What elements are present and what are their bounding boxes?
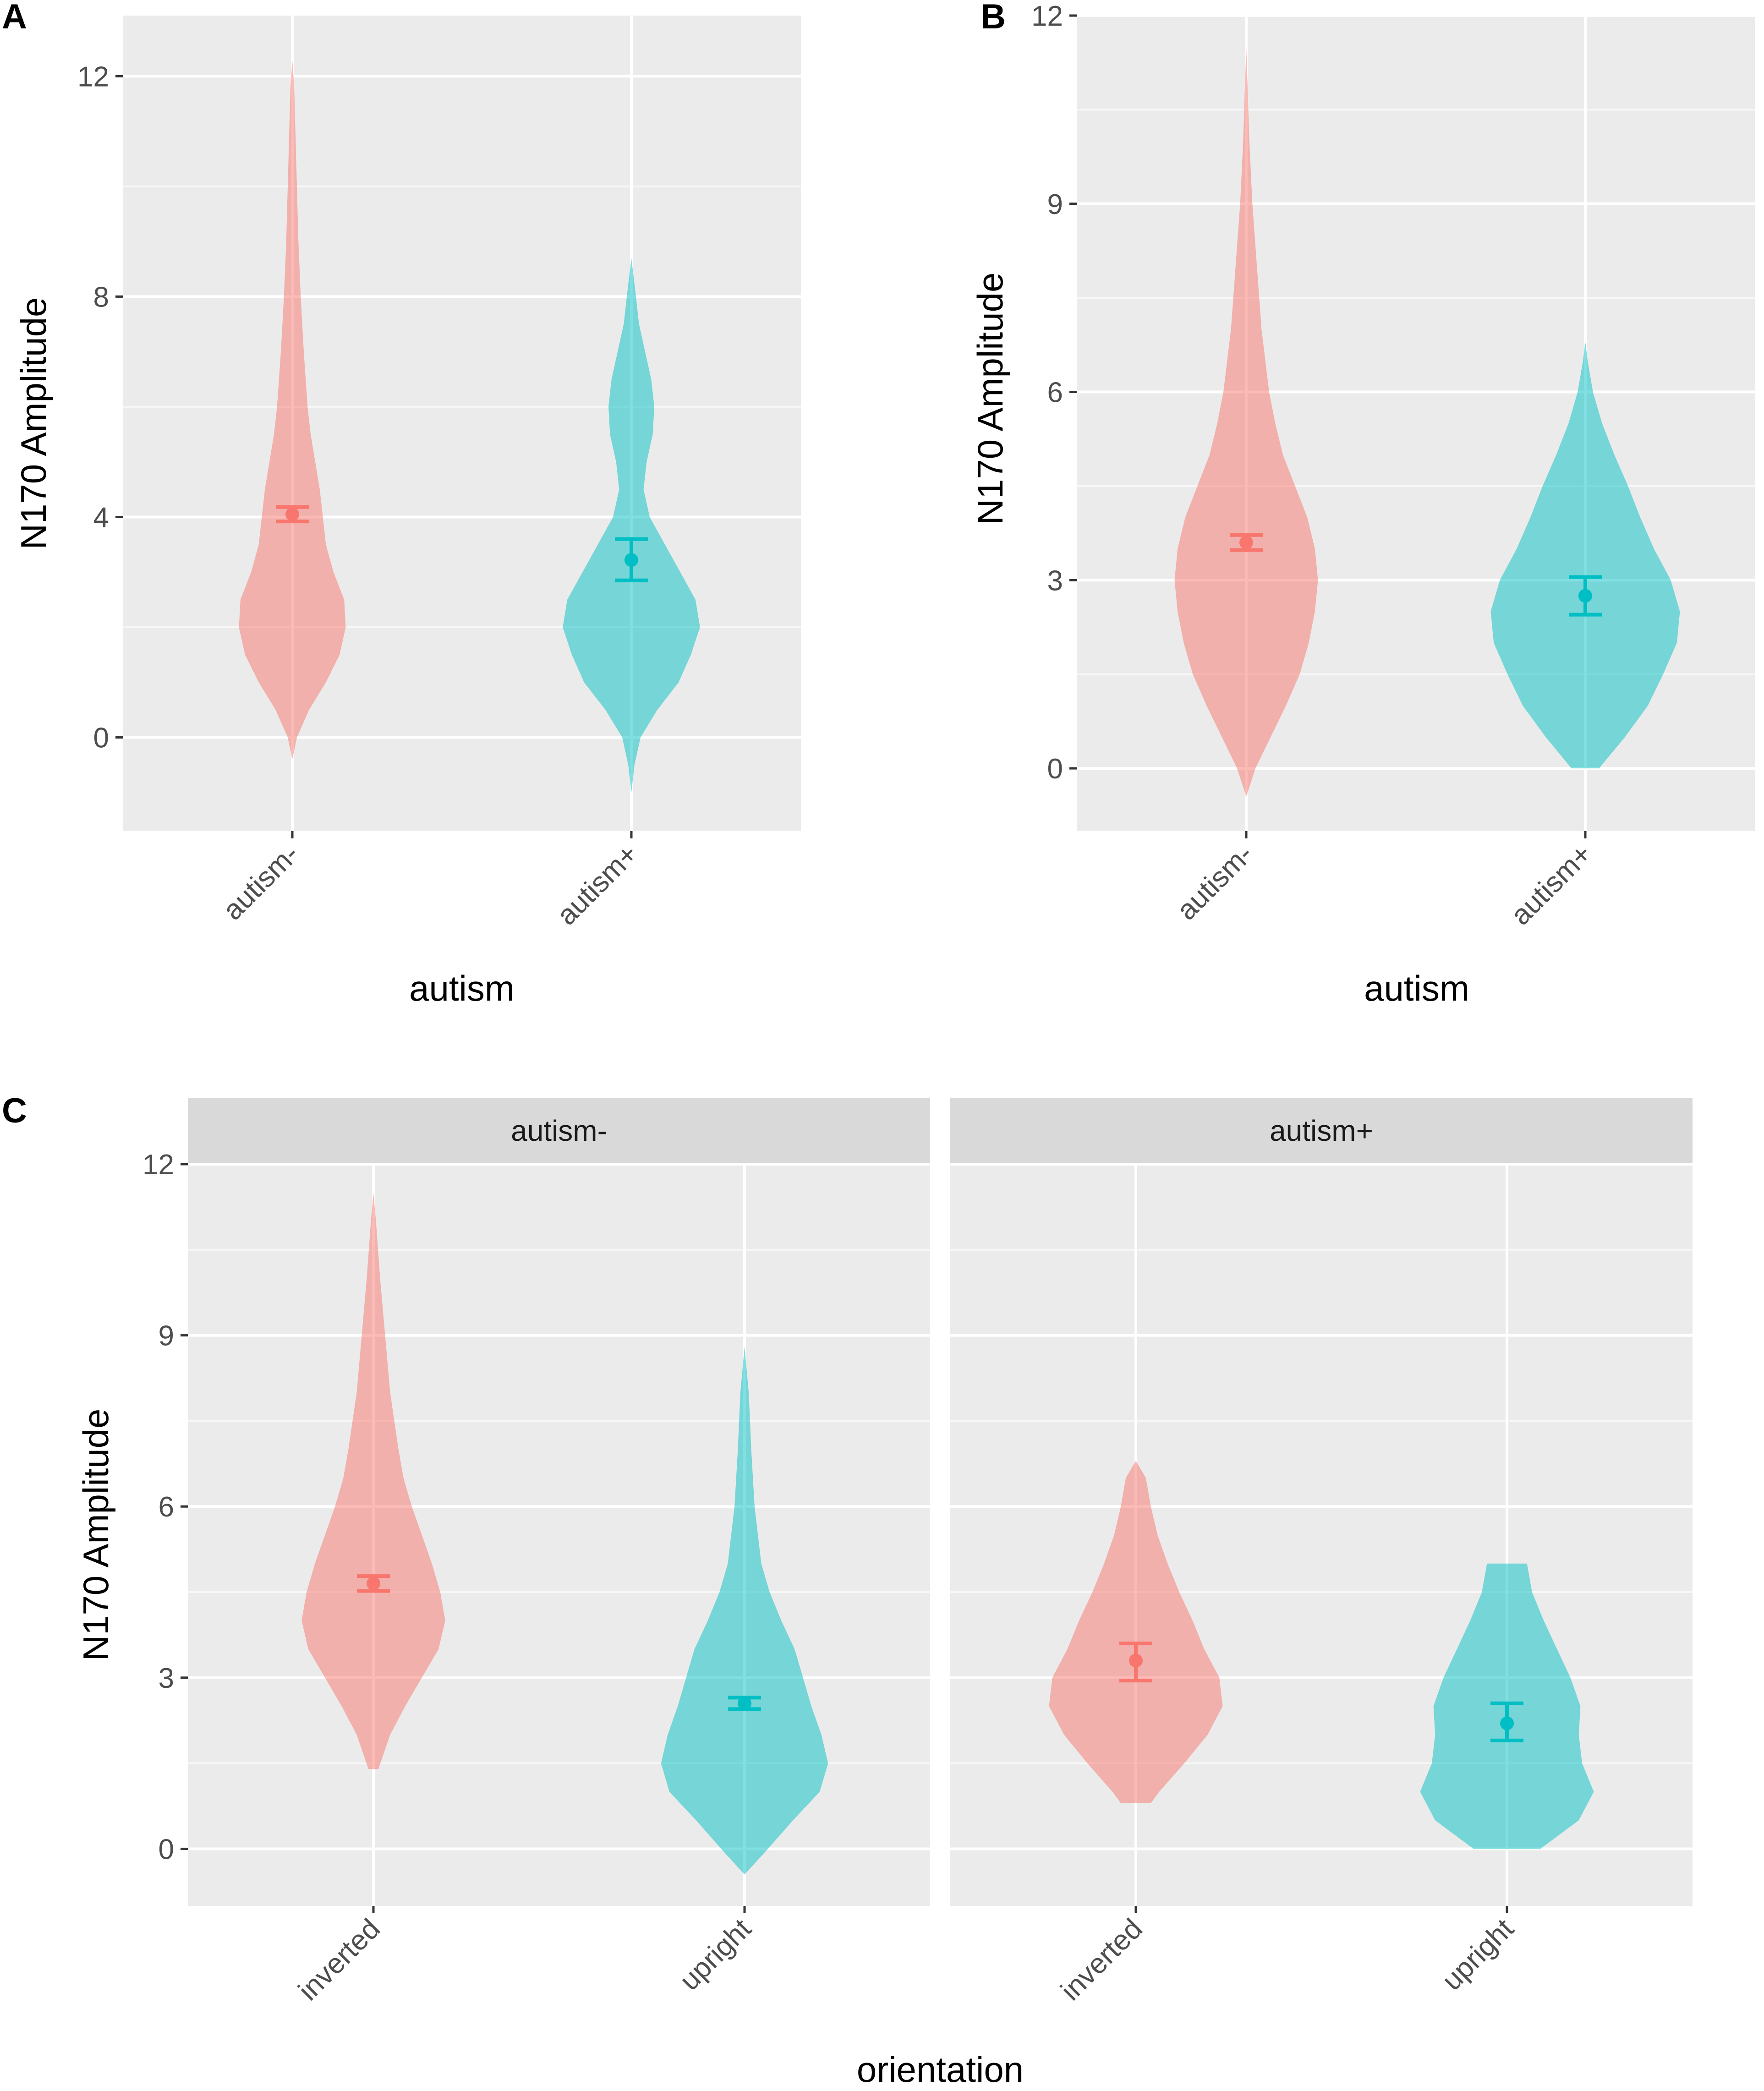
panel-c-x-axis-title: orientation [857, 2049, 1024, 2090]
panel-b-y-ticks: 0 3 6 9 12 [1031, 0, 1077, 785]
y-tick-label: 0 [159, 1834, 174, 1865]
y-tick-label: 6 [159, 1491, 174, 1523]
panel-b-label: B [981, 0, 1006, 36]
panel-c-strip-autism-minus-label: autism- [511, 1114, 607, 1147]
panel-c-strip-autism-plus-label: autism+ [1270, 1114, 1373, 1147]
y-tick-label: 9 [1047, 189, 1063, 220]
panel-b-x-axis-title: autism [1364, 968, 1469, 1008]
panel-a-violins [239, 60, 700, 793]
mean-point-inverted [367, 1576, 380, 1591]
y-tick-label: 9 [159, 1320, 174, 1352]
mean-point-autism-plus [625, 553, 638, 567]
panel-a-y-ticks: 0 4 8 12 [77, 61, 123, 754]
panel-c-facet-2-violins [1049, 1461, 1594, 1849]
panel-c-y-axis-title: N170 Amplitude [76, 1409, 116, 1661]
panel-c-y-ticks: 0 3 6 9 12 [142, 1149, 188, 1865]
y-tick-label: 8 [93, 281, 109, 313]
panel-b-y-axis-title: N170 Amplitude [970, 273, 1010, 525]
y-tick-label: 6 [1047, 377, 1063, 409]
panel-a-y-axis-title: N170 Amplitude [13, 297, 54, 550]
panel-a-plot-area [123, 16, 801, 831]
panel-c: autism- autism+ inverted upright inverted… [76, 1098, 1693, 2090]
y-tick-label: 0 [1047, 753, 1063, 785]
mean-point-upright [738, 1696, 751, 1710]
y-tick-label: 3 [1047, 565, 1063, 597]
violin-upright [661, 1347, 828, 1875]
panel-a-label: A [2, 0, 27, 36]
violin-autism-minus [1174, 47, 1318, 797]
panel-c-strip-autism-plus [950, 1098, 1693, 1164]
mean-point-autism-minus [1239, 536, 1253, 550]
panel-c-strip-autism-minus [188, 1098, 930, 1164]
panel-c-facet-autism-minus-plot-area [188, 1164, 930, 1906]
panel-a-x-axis-title: autism [409, 968, 515, 1008]
y-tick-label: 12 [1031, 0, 1063, 32]
violin-inverted [1049, 1461, 1223, 1803]
panel-c-facet-1-violins [301, 1193, 828, 1875]
violin-autism-plus [1490, 342, 1680, 769]
panel-b-violins [1174, 47, 1680, 797]
panel-c-label: C [2, 1091, 27, 1130]
mean-point-upright [1500, 1716, 1514, 1730]
y-tick-label: 12 [142, 1149, 174, 1181]
mean-point-autism-minus [285, 507, 299, 521]
mean-point-inverted [1129, 1653, 1143, 1668]
y-tick-label: 3 [159, 1663, 174, 1694]
violin-inverted [301, 1193, 445, 1769]
mean-point-autism-plus [1578, 589, 1592, 603]
y-tick-label: 0 [93, 723, 109, 754]
violin-autism-minus [239, 60, 346, 760]
y-tick-label: 4 [93, 502, 109, 533]
panel-b-plot-area [1077, 16, 1755, 831]
violin-autism-plus [563, 258, 700, 793]
y-tick-label: 12 [77, 61, 109, 93]
